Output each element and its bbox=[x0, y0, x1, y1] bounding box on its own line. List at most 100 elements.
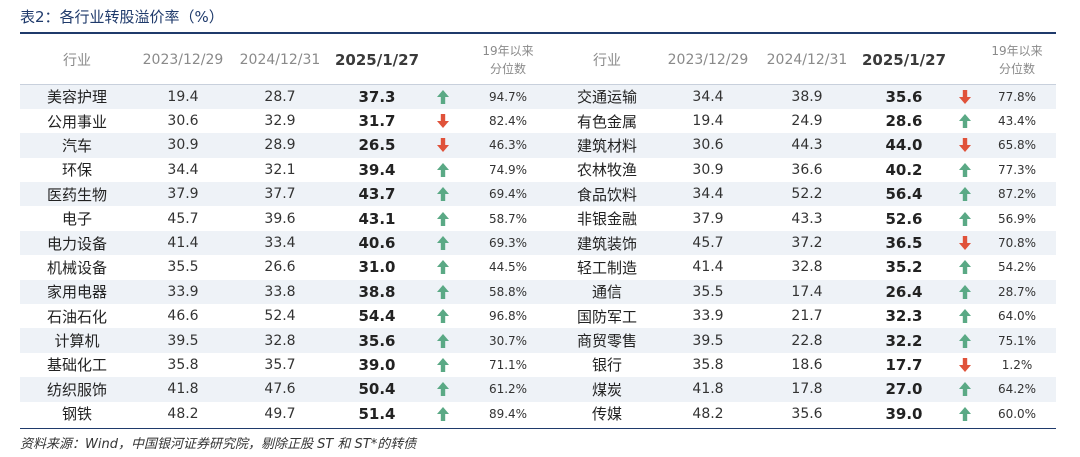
value-2023: 45.7 bbox=[134, 206, 232, 231]
value-2025: 39.0 bbox=[856, 401, 952, 426]
trend-arrow-cell bbox=[426, 84, 460, 109]
value-2023: 33.9 bbox=[134, 279, 232, 305]
percentile-value: 64.0% bbox=[978, 304, 1056, 329]
value-2023: 45.7 bbox=[658, 230, 758, 256]
arrow-up-icon bbox=[436, 357, 450, 373]
value-2025: 27.0 bbox=[856, 377, 952, 402]
percentile-value: 28.7% bbox=[978, 279, 1056, 305]
header-date-1-right: 2023/12/29 bbox=[658, 36, 758, 85]
table-row: 电力设备 41.4 33.4 40.6 69.3% 建筑装饰 45.7 37.2 36.5 70.… bbox=[20, 230, 1056, 256]
premium-table: 行业 2023/12/29 2024/12/31 2025/1/27 19年以来… bbox=[20, 36, 1056, 426]
table-row: 石油石化 46.6 52.4 54.4 96.8% 国防军工 33.9 21.7 32.3 64.… bbox=[20, 304, 1056, 329]
table-row: 家用电器 33.9 33.8 38.8 58.8% 通信 35.5 17.4 26.4 28.7% bbox=[20, 279, 1056, 305]
value-2023: 35.5 bbox=[658, 279, 758, 305]
arrow-up-icon bbox=[958, 162, 972, 178]
header-percentile-line2-right: 分位数 bbox=[998, 62, 1035, 76]
value-2023: 41.4 bbox=[134, 230, 232, 256]
table-row: 计算机 39.5 32.8 35.6 30.7% 商贸零售 39.5 22.8 32.2 75.1… bbox=[20, 328, 1056, 353]
percentile-value: 65.8% bbox=[978, 133, 1056, 158]
value-2024: 32.1 bbox=[232, 157, 328, 183]
trend-arrow-cell bbox=[952, 328, 978, 353]
industry-name: 煤炭 bbox=[556, 377, 658, 402]
percentile-value: 70.8% bbox=[978, 230, 1056, 256]
value-2023: 39.5 bbox=[134, 328, 232, 353]
percentile-value: 87.2% bbox=[978, 182, 1056, 207]
table-row: 环保 34.4 32.1 39.4 74.9% 农林牧渔 30.9 36.6 40.2 77.3% bbox=[20, 157, 1056, 183]
arrow-up-icon bbox=[958, 284, 972, 300]
industry-name: 建筑装饰 bbox=[556, 230, 658, 256]
header-row: 行业 2023/12/29 2024/12/31 2025/1/27 19年以来… bbox=[20, 36, 1056, 85]
percentile-value: 69.4% bbox=[460, 182, 556, 207]
value-2023: 35.5 bbox=[134, 255, 232, 280]
trend-arrow-cell bbox=[426, 377, 460, 402]
arrow-up-icon bbox=[436, 235, 450, 251]
table-row: 汽车 30.9 28.9 26.5 46.3% 建筑材料 30.6 44.3 44.0 65.8% bbox=[20, 133, 1056, 158]
arrow-up-icon bbox=[958, 333, 972, 349]
trend-arrow-cell bbox=[426, 401, 460, 426]
percentile-value: 77.3% bbox=[978, 157, 1056, 183]
arrow-up-icon bbox=[958, 381, 972, 397]
trend-arrow-cell bbox=[952, 133, 978, 158]
table-row: 基础化工 35.8 35.7 39.0 71.1% 银行 35.8 18.6 17.7 1.2% bbox=[20, 352, 1056, 378]
arrow-up-icon bbox=[436, 381, 450, 397]
industry-name: 医药生物 bbox=[20, 182, 134, 207]
value-2025: 50.4 bbox=[328, 377, 426, 402]
value-2023: 34.4 bbox=[658, 84, 758, 109]
arrow-up-icon bbox=[436, 333, 450, 349]
value-2024: 52.4 bbox=[232, 304, 328, 329]
value-2025: 44.0 bbox=[856, 133, 952, 158]
value-2025: 40.6 bbox=[328, 230, 426, 256]
arrow-down-icon bbox=[436, 113, 450, 129]
value-2025: 17.7 bbox=[856, 352, 952, 378]
industry-name: 计算机 bbox=[20, 328, 134, 353]
industry-name: 电子 bbox=[20, 206, 134, 231]
header-date-2-right: 2024/12/31 bbox=[758, 36, 856, 85]
arrow-up-icon bbox=[958, 186, 972, 202]
industry-name: 纺织服饰 bbox=[20, 377, 134, 402]
trend-arrow-cell bbox=[426, 328, 460, 353]
value-2025: 38.8 bbox=[328, 279, 426, 305]
industry-name: 家用电器 bbox=[20, 279, 134, 305]
percentile-value: 46.3% bbox=[460, 133, 556, 158]
value-2025: 35.6 bbox=[328, 328, 426, 353]
value-2025: 51.4 bbox=[328, 401, 426, 426]
industry-name: 食品饮料 bbox=[556, 182, 658, 207]
value-2024: 17.4 bbox=[758, 279, 856, 305]
percentile-value: 61.2% bbox=[460, 377, 556, 402]
value-2024: 32.9 bbox=[232, 108, 328, 134]
value-2025: 28.6 bbox=[856, 108, 952, 134]
value-2025: 52.6 bbox=[856, 206, 952, 231]
value-2025: 35.2 bbox=[856, 255, 952, 280]
arrow-up-icon bbox=[436, 259, 450, 275]
value-2023: 37.9 bbox=[134, 182, 232, 207]
value-2024: 37.2 bbox=[758, 230, 856, 256]
value-2024: 33.8 bbox=[232, 279, 328, 305]
value-2024: 52.2 bbox=[758, 182, 856, 207]
arrow-down-icon bbox=[958, 235, 972, 251]
value-2025: 39.0 bbox=[328, 352, 426, 378]
industry-name: 通信 bbox=[556, 279, 658, 305]
industry-name: 基础化工 bbox=[20, 352, 134, 378]
trend-arrow-cell bbox=[952, 352, 978, 378]
trend-arrow-cell bbox=[426, 182, 460, 207]
value-2025: 56.4 bbox=[856, 182, 952, 207]
value-2023: 41.8 bbox=[134, 377, 232, 402]
percentile-value: 30.7% bbox=[460, 328, 556, 353]
header-percentile-line1-right: 19年以来 bbox=[991, 44, 1043, 58]
value-2023: 35.8 bbox=[658, 352, 758, 378]
value-2024: 26.6 bbox=[232, 255, 328, 280]
table-row: 医药生物 37.9 37.7 43.7 69.4% 食品饮料 34.4 52.2 56.4 87.… bbox=[20, 182, 1056, 207]
trend-arrow-cell bbox=[952, 84, 978, 109]
value-2024: 18.6 bbox=[758, 352, 856, 378]
trend-arrow-cell bbox=[426, 206, 460, 231]
arrow-up-icon bbox=[958, 406, 972, 422]
value-2023: 39.5 bbox=[658, 328, 758, 353]
value-2023: 30.9 bbox=[658, 157, 758, 183]
value-2023: 30.6 bbox=[134, 108, 232, 134]
trend-arrow-cell bbox=[952, 206, 978, 231]
industry-name: 商贸零售 bbox=[556, 328, 658, 353]
header-date-3: 2025/1/27 bbox=[328, 36, 426, 85]
industry-name: 汽车 bbox=[20, 133, 134, 158]
value-2023: 48.2 bbox=[658, 401, 758, 426]
value-2023: 41.8 bbox=[658, 377, 758, 402]
